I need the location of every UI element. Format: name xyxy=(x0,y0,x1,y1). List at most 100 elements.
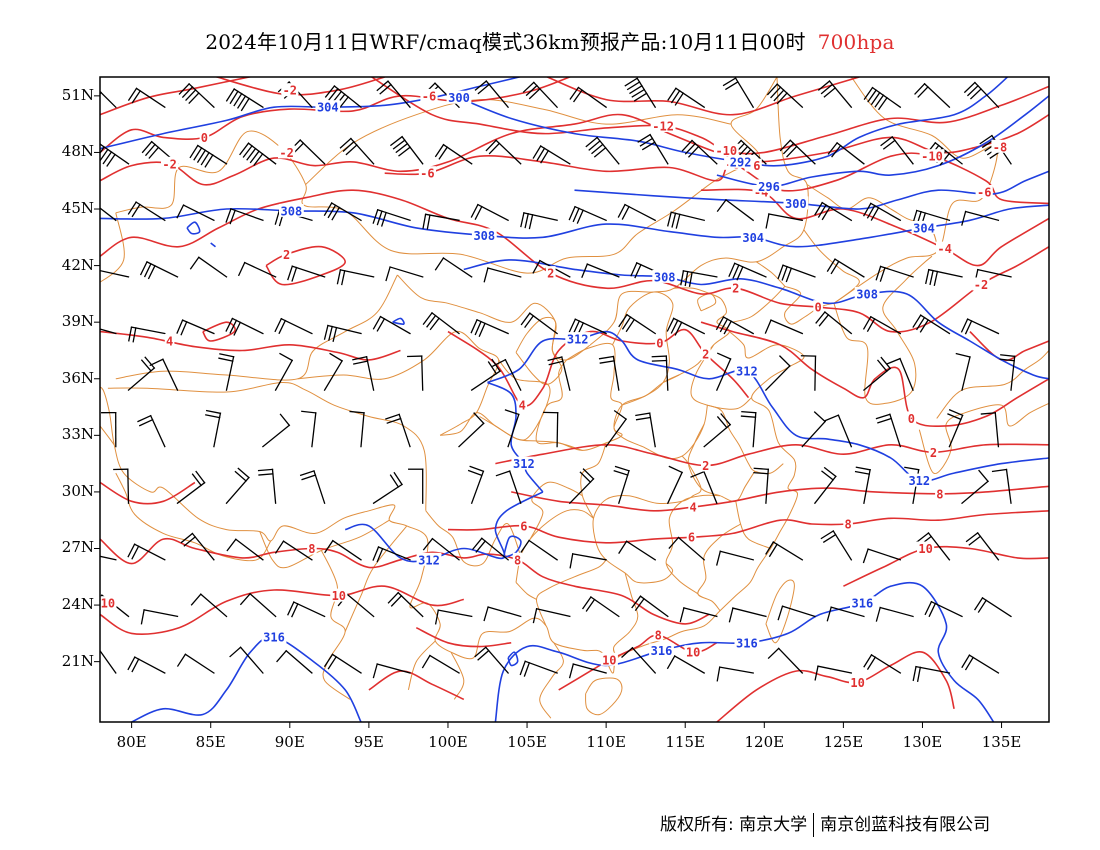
wind-barb xyxy=(287,265,326,282)
contour-label-bg xyxy=(446,90,472,104)
wind-barb xyxy=(422,311,460,335)
contour-label: 8 xyxy=(308,542,315,556)
contour-label-bg xyxy=(512,552,523,566)
wind-barb xyxy=(458,412,485,448)
contour-label-bg xyxy=(991,139,1009,153)
wind-barb xyxy=(863,202,902,222)
contour-label-bg xyxy=(713,143,739,157)
contour-label: 300 xyxy=(785,197,807,211)
border-line xyxy=(259,519,390,569)
contour-label-bg xyxy=(307,541,317,555)
wind-barb xyxy=(225,88,264,112)
contour-label: 0 xyxy=(814,301,821,315)
wind-barb xyxy=(372,546,411,563)
wind-barb xyxy=(422,537,460,561)
contour-label: -8 xyxy=(993,140,1007,154)
contour-label: -4 xyxy=(937,242,951,256)
wind-barb xyxy=(974,597,1012,618)
wind-barb xyxy=(862,315,902,335)
wind-barb xyxy=(618,313,657,335)
contour-label: -10 xyxy=(921,150,943,164)
contour-label-bg xyxy=(843,517,853,530)
wind-barb xyxy=(324,539,362,561)
contour-label-bg xyxy=(734,364,760,378)
wind-barb xyxy=(826,606,865,622)
lon-label: 105E xyxy=(507,733,547,751)
temperature-line xyxy=(214,77,385,96)
border-line xyxy=(833,255,933,405)
wind-barb xyxy=(336,269,375,286)
contour-label-bg xyxy=(734,635,760,649)
contour-label-bg xyxy=(686,530,697,544)
wind-barb xyxy=(504,409,520,448)
wind-barb xyxy=(323,352,343,391)
wind-barb xyxy=(483,606,522,622)
temperature-line xyxy=(495,443,1049,467)
wind-barb xyxy=(492,358,522,391)
wind-barb xyxy=(100,90,117,109)
temperature-line xyxy=(843,545,1049,587)
contour-label-bg xyxy=(517,398,528,412)
wind-barb xyxy=(680,270,718,287)
wind-barb xyxy=(100,269,130,278)
contour-label: 4 xyxy=(166,335,173,349)
height-line xyxy=(463,259,1049,380)
contour-label-bg xyxy=(936,241,954,255)
wind-barb xyxy=(924,600,963,618)
height-line xyxy=(494,581,995,722)
lon-label: 130E xyxy=(902,733,943,751)
contour-label-bg xyxy=(161,156,179,170)
contour-label-bg xyxy=(728,154,753,168)
wind-barb xyxy=(667,211,705,229)
contour-label: 0 xyxy=(908,412,915,426)
contour-label-bg xyxy=(315,100,341,114)
wind-barb xyxy=(387,591,424,618)
temperature-line xyxy=(447,510,1049,544)
contour-label: -6 xyxy=(422,89,436,103)
wind-barb xyxy=(722,77,755,109)
border-line xyxy=(450,651,465,700)
wind-barb xyxy=(862,548,902,564)
wind-barb xyxy=(100,143,130,167)
wind-barb xyxy=(991,468,1012,504)
height-line xyxy=(716,95,1049,188)
wind-barb xyxy=(547,356,571,391)
wind-barb xyxy=(764,355,791,392)
height-line xyxy=(507,651,519,667)
wind-barb xyxy=(261,413,291,448)
wind-barb xyxy=(767,647,804,674)
contour-label-bg xyxy=(100,596,117,610)
contour-label: 308 xyxy=(654,270,676,284)
wind-barb xyxy=(532,145,571,165)
wind-barb xyxy=(139,261,179,280)
wind-barb xyxy=(100,207,117,222)
contour-label-bg xyxy=(731,281,741,295)
wind-barb xyxy=(703,413,732,448)
wind-barb xyxy=(470,358,501,392)
wind-barb xyxy=(875,606,914,622)
wind-barb xyxy=(339,137,375,165)
contour-label: 316 xyxy=(736,636,758,650)
wind-barb xyxy=(176,653,215,674)
contour-label-bg xyxy=(565,332,591,346)
wind-barb xyxy=(637,133,669,165)
border-line xyxy=(833,77,998,304)
contour-label: 2 xyxy=(283,248,290,262)
border-line xyxy=(580,442,607,519)
contour-label: 312 xyxy=(513,457,535,471)
contour-label: 300 xyxy=(448,91,470,105)
contour-label: 2 xyxy=(930,446,937,460)
wind-barb xyxy=(520,212,558,230)
contour-label-bg xyxy=(756,179,782,193)
contour-label: 304 xyxy=(742,231,764,245)
wind-barb xyxy=(716,198,755,222)
temperature-line xyxy=(100,585,464,635)
contour-label: -12 xyxy=(652,120,674,134)
wind-barb xyxy=(128,326,166,343)
contour-label-bg xyxy=(928,445,939,459)
wind-barb xyxy=(100,328,117,335)
contour-label: 304 xyxy=(317,101,339,115)
wind-barb xyxy=(980,412,1000,448)
height-line xyxy=(100,204,1049,248)
contour-label: 316 xyxy=(852,597,874,611)
